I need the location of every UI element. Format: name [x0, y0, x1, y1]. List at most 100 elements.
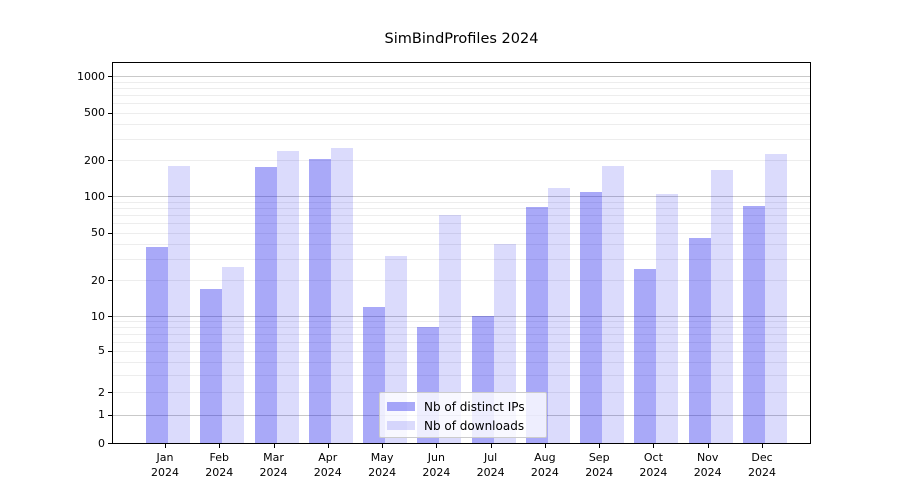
- bar-distinct-ips-oct: [634, 268, 657, 443]
- x-tick-label-mar: Mar 2024: [259, 451, 288, 479]
- minor-gridline: [113, 327, 810, 329]
- bar-distinct-ips-aug: [525, 206, 548, 443]
- minor-gridline: [113, 334, 810, 336]
- x-tick-label-aug: Aug 2024: [530, 451, 559, 479]
- bar-downloads-sep: [602, 165, 625, 443]
- minor-gridline: [113, 215, 810, 216]
- legend-row-distinct-ips: Nb of distinct IPs: [387, 397, 539, 416]
- y-tick-label: 500: [84, 106, 105, 120]
- x-tick: [327, 444, 329, 448]
- x-tick: [653, 444, 655, 448]
- bar-downloads-feb: [222, 266, 245, 443]
- y-tick: [108, 76, 112, 78]
- bar-distinct-ips-sep: [580, 192, 603, 443]
- y-tick-label: 2: [98, 385, 105, 399]
- y-tick: [108, 196, 112, 198]
- x-tick: [219, 444, 221, 448]
- y-tick: [108, 350, 112, 352]
- y-tick: [108, 160, 112, 162]
- bar-downloads-jan: [168, 165, 190, 443]
- legend-row-downloads: Nb of downloads: [387, 416, 539, 435]
- x-tick-label-nov: Nov 2024: [693, 451, 722, 479]
- y-tick: [108, 232, 112, 234]
- minor-gridline: [113, 112, 810, 114]
- minor-gridline: [113, 223, 810, 224]
- minor-gridline: [113, 232, 810, 234]
- legend-label-distinct-ips: Nb of distinct IPs: [424, 399, 525, 414]
- y-tick-label: 100: [84, 189, 105, 203]
- minor-gridline: [113, 341, 810, 343]
- y-tick: [108, 280, 112, 282]
- bar-downloads-dec: [765, 154, 787, 443]
- minor-gridline: [113, 88, 810, 90]
- bar-downloads-apr: [330, 147, 353, 443]
- x-tick-label-may: May 2024: [368, 451, 397, 479]
- minor-gridline: [113, 139, 810, 141]
- x-tick-label-oct: Oct 2024: [639, 451, 668, 479]
- bar-downloads-nov: [710, 170, 733, 443]
- y-tick: [108, 112, 112, 114]
- minor-gridline: [113, 350, 810, 352]
- y-tick-label: 20: [91, 273, 105, 287]
- x-tick-label-jun: Jun 2024: [422, 451, 451, 479]
- x-tick: [273, 444, 275, 448]
- minor-gridline: [113, 103, 810, 105]
- minor-gridline: [113, 375, 810, 377]
- x-tick-label-jan: Jan 2024: [151, 451, 179, 479]
- bar-distinct-ips-mar: [254, 167, 277, 443]
- minor-gridline: [113, 201, 810, 203]
- x-tick: [762, 444, 763, 448]
- y-tick-label: 50: [91, 226, 105, 239]
- bar-downloads-jun: [439, 215, 462, 443]
- minor-gridline: [113, 160, 810, 162]
- y-tick-label: 0: [98, 436, 105, 450]
- bar-downloads-oct: [656, 193, 679, 443]
- major-gridline: [113, 76, 810, 78]
- chart-title: SimBindProfiles 2024: [384, 31, 539, 47]
- y-tick: [108, 443, 112, 444]
- x-tick: [707, 444, 709, 448]
- minor-gridline: [113, 244, 810, 246]
- minor-gridline: [113, 81, 810, 83]
- x-tick-label-sep: Sep 2024: [585, 451, 614, 479]
- legend-swatch-distinct-ips: [387, 401, 415, 412]
- bar-distinct-ips-nov: [688, 238, 711, 443]
- legend: Nb of distinct IPs Nb of downloads: [379, 392, 547, 438]
- plot-area: Nb of distinct IPs Nb of downloads: [112, 62, 811, 444]
- legend-label-downloads: Nb of downloads: [424, 418, 525, 433]
- minor-gridline: [113, 361, 810, 363]
- x-tick-label-apr: Apr 2024: [313, 451, 342, 479]
- bar-distinct-ips-jan: [146, 246, 168, 443]
- minor-gridline: [113, 208, 810, 209]
- minor-gridline: [113, 259, 810, 261]
- y-tick-label: 1000: [77, 69, 105, 83]
- x-tick: [599, 444, 601, 448]
- x-tick: [165, 444, 166, 448]
- bar-distinct-ips-apr: [308, 159, 331, 443]
- x-tick-label-dec: Dec 2024: [748, 451, 776, 479]
- legend-swatch-downloads: [387, 420, 415, 431]
- y-tick-label: 1: [98, 408, 105, 422]
- x-tick: [544, 444, 546, 448]
- y-tick: [108, 392, 112, 394]
- x-tick-label-feb: Feb 2024: [205, 451, 234, 479]
- bar-downloads-mar: [276, 150, 299, 443]
- bar-distinct-ips-dec: [743, 206, 765, 443]
- minor-gridline: [113, 95, 810, 96]
- y-tick-label: 10: [91, 309, 105, 323]
- y-tick-label: 200: [84, 153, 105, 167]
- bar-distinct-ips-feb: [200, 288, 223, 443]
- y-tick: [108, 316, 112, 317]
- major-gridline: [113, 316, 810, 317]
- x-tick: [436, 444, 438, 448]
- bar-downloads-aug: [547, 187, 570, 443]
- major-gridline: [113, 196, 810, 198]
- x-tick-label-jul: Jul 2024: [476, 451, 505, 479]
- x-tick: [382, 444, 384, 448]
- x-tick: [490, 444, 492, 448]
- y-tick: [108, 414, 112, 416]
- minor-gridline: [113, 321, 810, 323]
- y-tick-label: 5: [98, 344, 105, 358]
- minor-gridline: [113, 124, 810, 126]
